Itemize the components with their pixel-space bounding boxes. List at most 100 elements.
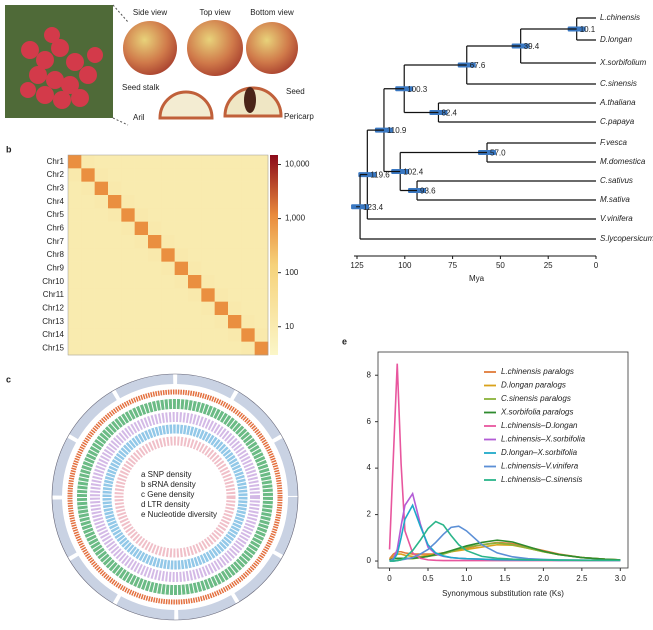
heat-cell [228, 248, 242, 262]
y-tick-label: Chr13 [42, 317, 64, 326]
heat-cell [108, 221, 122, 236]
heat-cell [201, 301, 215, 316]
heat-cell [174, 328, 189, 342]
heat-cell [188, 261, 202, 276]
y-tick-label: Chr15 [42, 343, 64, 352]
heat-cell [254, 261, 269, 276]
heat-cell [174, 301, 189, 316]
heat-cell [214, 168, 229, 182]
heat-cell [188, 195, 202, 209]
heat-cell [68, 208, 82, 222]
heat-cell [228, 301, 242, 316]
heat-cell [228, 181, 242, 196]
heat-cell [241, 208, 255, 222]
heat-cell [214, 315, 229, 329]
heat-cell [134, 208, 149, 222]
circos-legend: c Gene density [141, 490, 194, 499]
heat-cell [81, 248, 95, 262]
heat-cell [108, 301, 122, 316]
heat-cell [241, 275, 255, 289]
heat-cell [174, 248, 189, 262]
node-age [511, 43, 530, 49]
heat-cell [148, 301, 162, 316]
heat-cell [81, 235, 95, 249]
heat-cell [121, 155, 135, 169]
heat-cell [174, 275, 189, 289]
heat-cell [254, 248, 269, 262]
heat-cell [81, 301, 95, 316]
heat-cell [254, 275, 269, 289]
heat-cell [201, 195, 215, 209]
colorbar-tick-label: 100 [285, 268, 299, 277]
x-tick-label: 125 [350, 261, 364, 270]
heat-cell [254, 208, 269, 222]
heat-cell [148, 155, 162, 169]
y-tick-label: Chr8 [47, 250, 65, 259]
heat-cell [188, 301, 202, 316]
heat-cell [188, 155, 202, 169]
leaf-label: L.chinensis [600, 13, 640, 22]
heat-cell [68, 248, 82, 262]
heat-cell [254, 288, 269, 302]
heat-cell [108, 328, 122, 342]
heat-cell [241, 248, 255, 262]
circos-legend: d LTR density [141, 500, 190, 509]
heat-cell [228, 328, 242, 342]
leaf-label: X.sorbifolium [599, 58, 647, 67]
heat-cell [201, 275, 215, 289]
heat-cell [81, 341, 95, 356]
leaf-label: S.lycopersicum [600, 234, 653, 243]
heat-cell [94, 315, 109, 329]
legend-label: L.chinensis–D.longan [501, 421, 578, 430]
x-tick-label: 0.5 [422, 574, 434, 583]
heat-cell [214, 261, 229, 276]
heat-cell [161, 195, 175, 209]
heat-cell [68, 235, 82, 249]
heat-cell [108, 261, 122, 276]
density-line [389, 520, 621, 562]
heat-cell [108, 341, 122, 356]
heat-cell [148, 208, 162, 222]
heat-cell [161, 208, 175, 222]
heat-cell [94, 208, 109, 222]
heat-cell [241, 328, 255, 342]
heat-cell [121, 248, 135, 262]
heat-cell [81, 195, 95, 209]
fruit-bottom [246, 22, 298, 74]
heat-cell [214, 248, 229, 262]
heat-cell [108, 168, 122, 182]
y-tick-label: Chr1 [47, 157, 65, 166]
heat-cell [94, 221, 109, 236]
fruit-half [158, 90, 214, 120]
heat-cell [94, 275, 109, 289]
heat-cell [241, 195, 255, 209]
heat-cell [241, 168, 255, 182]
leaf-label: A.thaliana [599, 98, 636, 107]
seed [244, 87, 256, 113]
leaf-label: M.sativa [600, 195, 630, 204]
heat-cell [121, 195, 135, 209]
heat-cell [108, 208, 122, 222]
circos-ring [102, 424, 248, 570]
zoom-line [112, 4, 129, 23]
heat-cell [161, 261, 175, 276]
x-tick-label: 2.5 [576, 574, 588, 583]
zoom-line [112, 117, 129, 126]
plot-frame [377, 351, 629, 569]
heat-cell [121, 275, 135, 289]
heat-cell [108, 288, 122, 302]
heat-cell [108, 235, 122, 249]
heat-cell [108, 195, 122, 209]
heat-cell [121, 328, 135, 342]
heat-cell [148, 288, 162, 302]
heat-cell [214, 181, 229, 196]
heat-cell [161, 315, 175, 329]
heatmap-frame [67, 154, 269, 356]
heat-cell [134, 328, 149, 342]
heat-cell [201, 221, 215, 236]
y-tick-label: 6 [367, 417, 372, 426]
heat-cell [188, 341, 202, 356]
x-tick-label: 2.0 [538, 574, 550, 583]
heat-cell [148, 168, 162, 182]
